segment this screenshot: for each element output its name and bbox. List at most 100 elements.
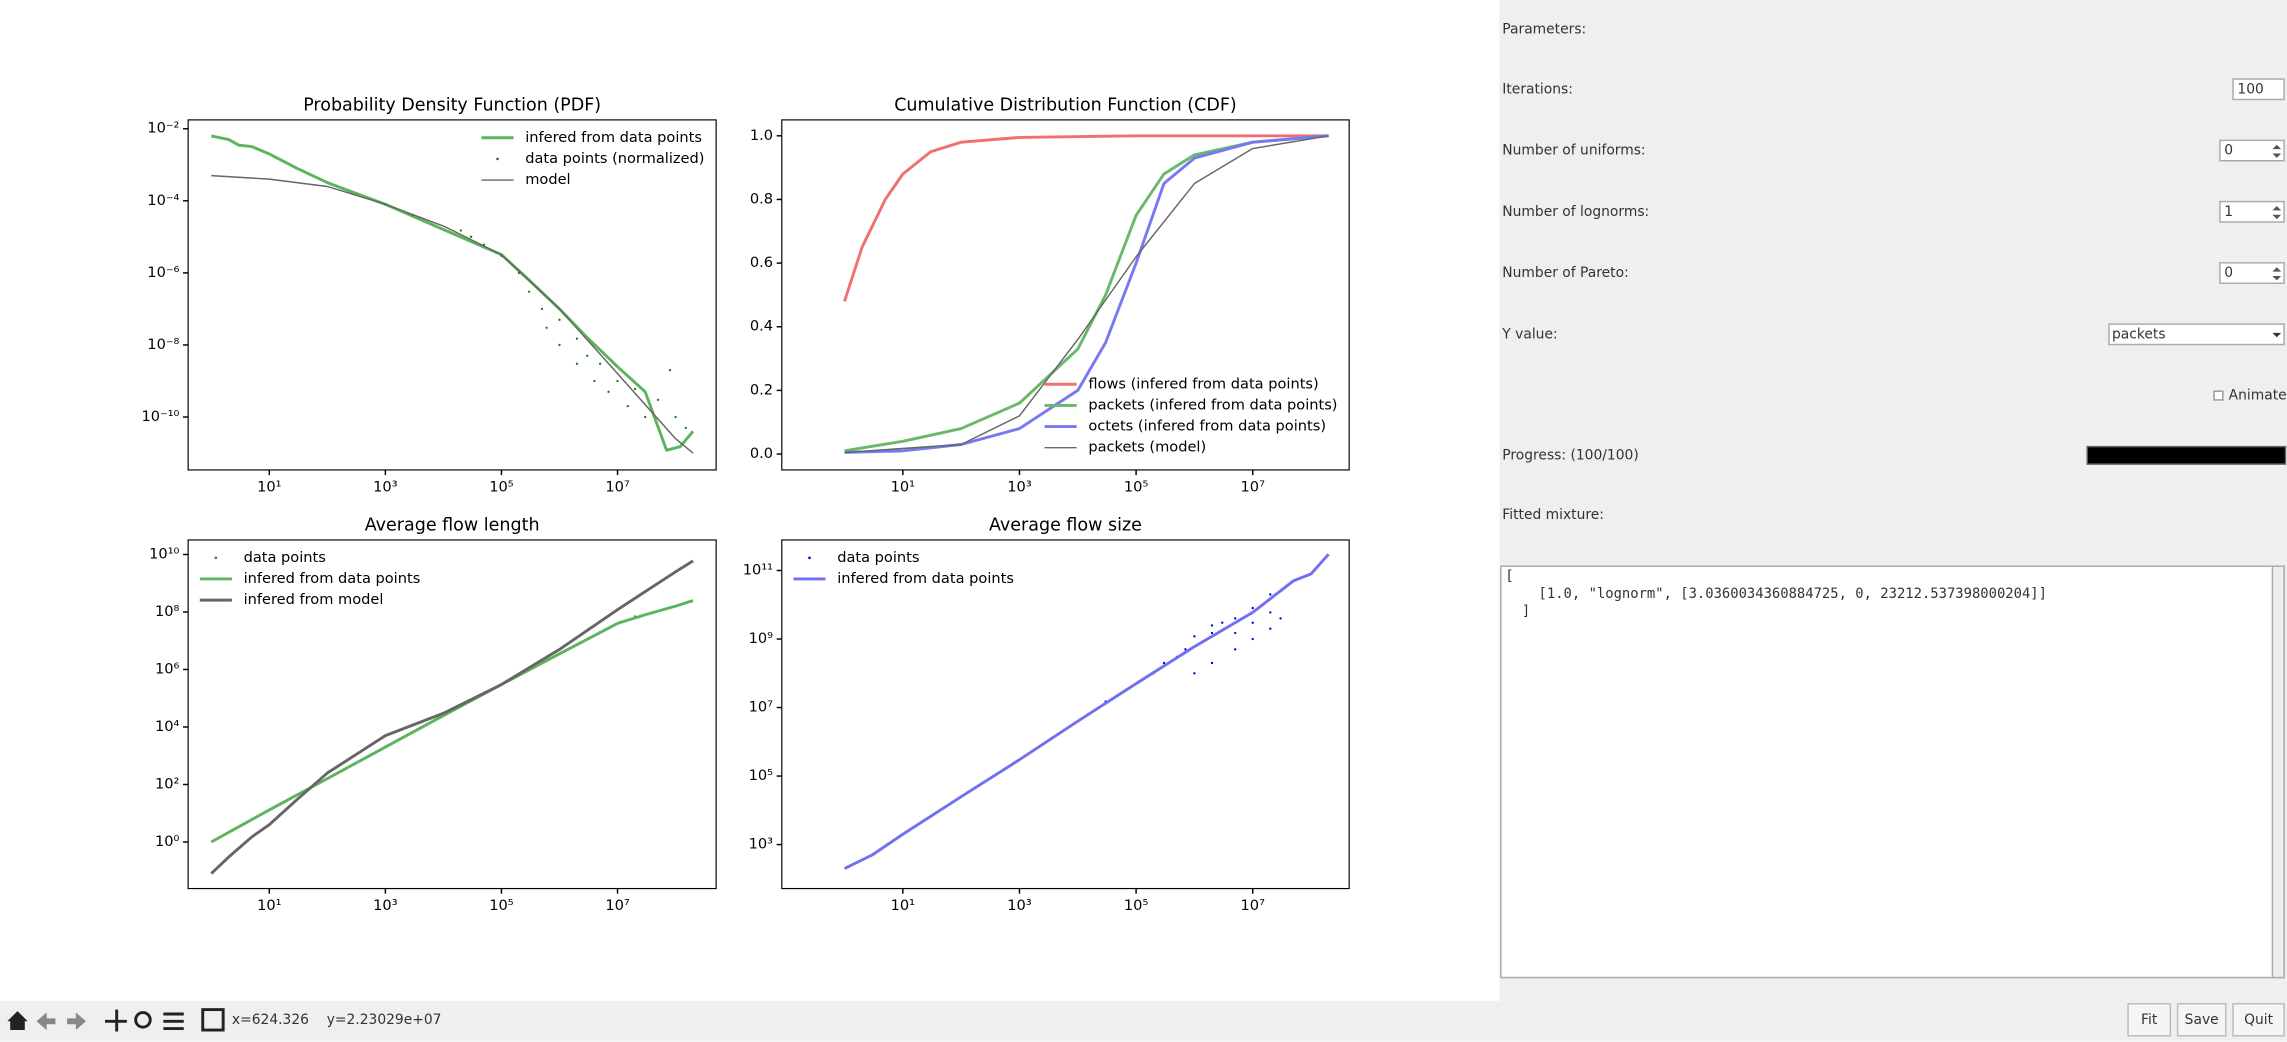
combobox-value: packets	[2112, 326, 2166, 342]
y-tick-label: 0.6	[750, 254, 773, 271]
y-tick-label: 10⁷	[749, 699, 774, 716]
panel-label: Number of lognorms:	[1502, 204, 1649, 220]
data-point	[558, 318, 561, 321]
data-point	[1162, 661, 1166, 665]
data-point	[598, 362, 602, 365]
panel-label: Number of uniforms:	[1502, 143, 1645, 159]
save-button[interactable]	[201, 1008, 225, 1032]
legend: infered from data points data points (nor…	[481, 129, 704, 188]
x-tick-label: 10⁵	[1124, 897, 1149, 914]
legend-label: infered from model	[244, 591, 384, 608]
legend-label: flows (infered from data points)	[1088, 375, 1318, 392]
data-point	[616, 379, 619, 383]
x-tick-label: 10¹	[891, 897, 916, 914]
y-tick-label: 10³	[749, 836, 774, 853]
y-tick-label: 10¹⁰	[149, 545, 179, 562]
x-tick-label: 10⁵	[489, 897, 514, 914]
y-tick-label: 10⁸	[155, 603, 180, 620]
y-tick-label: 1.0	[750, 127, 773, 144]
x-tick-label: 10⁵	[489, 478, 514, 495]
x-tick-label: 10⁷	[1241, 897, 1266, 914]
axes-frame	[781, 539, 1350, 890]
data-point	[644, 415, 647, 419]
button-label: Quit	[2244, 1012, 2274, 1028]
progress-bar	[2086, 445, 2287, 465]
legend: flows (infered from data points) packets …	[1044, 375, 1337, 456]
data-point	[586, 354, 589, 357]
series-line	[844, 135, 1329, 454]
pareto-spinbox[interactable]	[2219, 262, 2285, 284]
fitted-textarea[interactable]	[1500, 565, 2285, 979]
data-point	[540, 307, 544, 311]
legend-label: infered from data points	[525, 129, 702, 146]
forward-button[interactable]	[67, 1012, 87, 1031]
y-value-combobox[interactable]	[2108, 323, 2285, 346]
chart-title: Probability Density Function (PDF)	[303, 95, 601, 115]
series-line	[843, 553, 1330, 870]
y-tick-label: 10⁻⁸	[147, 336, 179, 353]
legend-label: octets (infered from data points)	[1088, 418, 1326, 435]
home-button[interactable]	[7, 1011, 28, 1031]
legend-label: packets (infered from data points)	[1088, 396, 1337, 413]
data-point	[575, 337, 579, 340]
pan-button[interactable]	[105, 1009, 127, 1032]
x-tick-label: 10³	[373, 897, 398, 914]
data-point	[1210, 631, 1214, 635]
chart: Average flow size 10¹ 10³ 10⁵ 10⁷ 10³ 10⁵ 10⁷ 10…	[743, 515, 1350, 914]
y-tick-label: 10⁻¹⁰	[141, 408, 179, 425]
toolbar-background	[0, 1000, 2287, 1042]
axes-frame	[781, 119, 1350, 471]
legend-label: data points	[837, 549, 919, 566]
data-point	[1251, 637, 1254, 641]
y-tick-label: 0.8	[750, 190, 773, 207]
legend-label: infered from data points	[837, 570, 1014, 587]
panel-label: Fitted mixture:	[1502, 507, 1604, 523]
legend: data points infered from data points	[793, 549, 1014, 587]
x-tick-label: 10⁷	[605, 478, 630, 495]
fitted-line: [	[1505, 568, 1513, 584]
data-point	[1193, 672, 1196, 675]
data-point	[1221, 621, 1224, 624]
data-point	[575, 362, 579, 365]
data-point	[668, 368, 672, 372]
button-label: Fit	[2141, 1012, 2158, 1028]
back-button[interactable]	[36, 1012, 56, 1031]
data-point	[527, 290, 531, 293]
lognorms-spinbox[interactable]	[2219, 200, 2285, 223]
uniforms-spinbox[interactable]	[2219, 139, 2285, 162]
legend-label: model	[525, 171, 570, 188]
x-tick-label: 10⁷	[605, 897, 630, 914]
save-button[interactable]	[2176, 1003, 2227, 1037]
iterations-input[interactable]	[2232, 78, 2285, 101]
y-tick-label: 10⁻⁴	[147, 192, 179, 209]
x-tick-label: 10¹	[891, 478, 916, 495]
toolbar-icons	[7, 1008, 225, 1032]
cursor-y: y=2.23029e+07	[327, 1012, 442, 1028]
y-tick-label: 10⁴	[155, 718, 180, 735]
scrollbar[interactable]	[2271, 565, 2285, 979]
quit-button[interactable]	[2232, 1003, 2285, 1037]
fit-button[interactable]	[2127, 1003, 2172, 1037]
animate-checkbox[interactable]	[2213, 390, 2224, 401]
input-value: 0	[2224, 265, 2233, 281]
chart: Average flow length 10¹ 10³ 10⁵ 10⁷ 10⁰ 10² 10⁴…	[149, 515, 717, 914]
zoom-button[interactable]	[134, 1011, 152, 1029]
x-tick-label: 10³	[1007, 478, 1032, 495]
legend-label: infered from data points	[244, 570, 421, 587]
checkbox-label: Animate	[2229, 388, 2287, 404]
data-point	[469, 235, 473, 239]
plot-area	[843, 553, 1330, 870]
y-tick-label: 10¹¹	[743, 562, 773, 579]
y-tick-label: 10⁹	[749, 630, 774, 647]
chart-title: Average flow size	[989, 515, 1142, 535]
bottom-toolbar: x=624.326 y=2.23029e+07 Fit Save Quit	[0, 1000, 2287, 1042]
legend-swatch	[214, 556, 218, 560]
data-point	[1269, 627, 1272, 630]
configure-button[interactable]	[163, 1012, 184, 1031]
side-panel: Parameters: Iterations: 100 Number of un…	[1499, 0, 2287, 1001]
plot-area	[210, 559, 694, 875]
y-tick-label: 0.4	[750, 318, 773, 335]
panel-label: Iterations:	[1502, 81, 1573, 97]
series-line	[210, 559, 694, 875]
cursor-x: x=624.326	[232, 1012, 309, 1028]
